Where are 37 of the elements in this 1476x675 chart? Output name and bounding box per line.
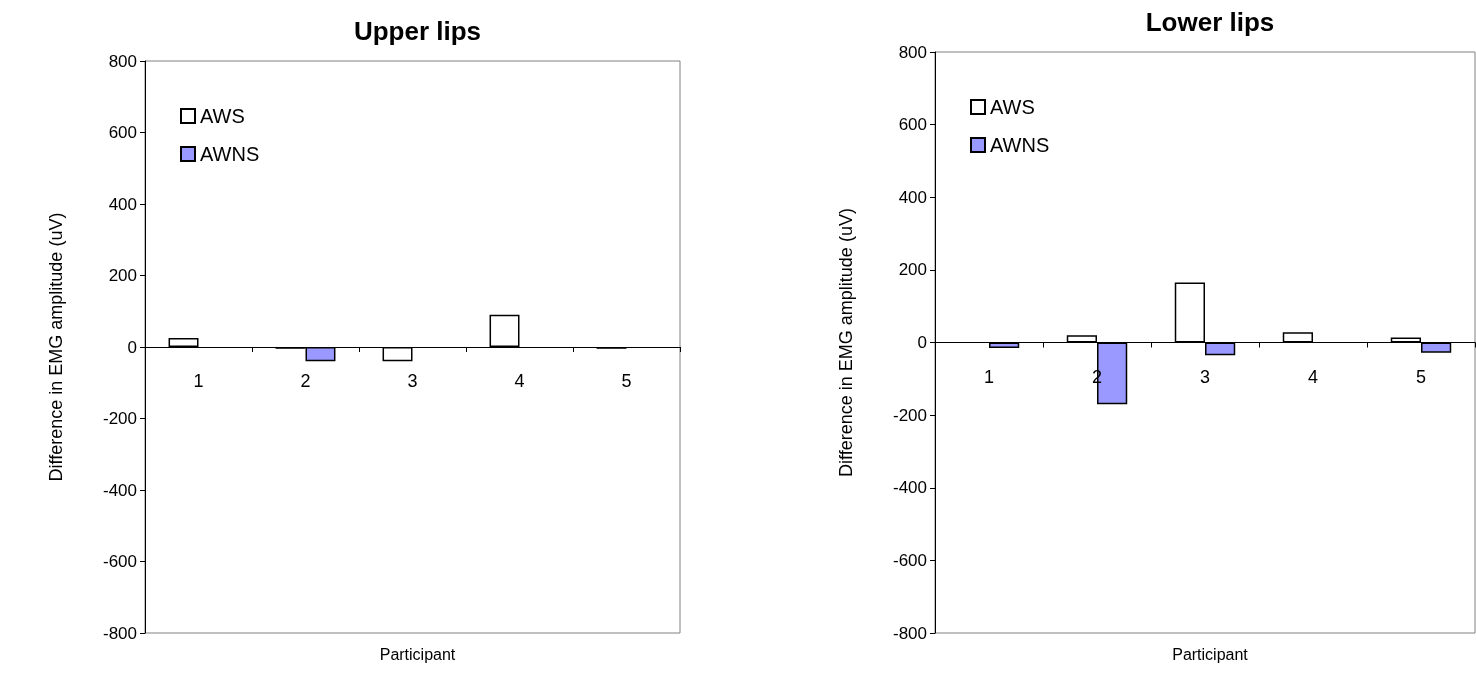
x-tick-label: 3: [1199, 366, 1211, 387]
legend-label: AWS: [990, 96, 1035, 118]
y-tick-label: -200: [102, 409, 137, 428]
y-tick-label: -800: [892, 623, 927, 643]
y-tick-label: -600: [102, 552, 137, 571]
x-tick-label: 2: [300, 371, 311, 391]
y-tick-label: -200: [892, 405, 927, 425]
y-tick-label: -600: [892, 550, 927, 570]
legend-label: AWNS: [200, 143, 260, 165]
x-tick-label: 5: [621, 371, 632, 391]
x-tick-label: 4: [1307, 366, 1319, 387]
y-tick-label: -400: [102, 480, 137, 500]
legend-label: AWS: [200, 105, 245, 127]
y-axis-title: Difference in EMG amplitude (uV): [46, 212, 66, 482]
chart-title: Upper lips: [353, 16, 482, 46]
x-tick-label: 5: [1415, 366, 1427, 387]
y-tick-label: 400: [898, 187, 927, 207]
y-tick-label: 400: [108, 194, 137, 214]
y-tick-label: 800: [108, 51, 137, 71]
y-tick-label: -400: [892, 478, 927, 498]
x-tick-label: 1: [193, 371, 204, 391]
y-tick-label: 600: [108, 123, 137, 142]
y-tick-label: 200: [898, 260, 927, 280]
x-axis-title: Participant: [379, 645, 456, 663]
chart-title: Lower lips: [1145, 7, 1275, 37]
x-tick-label: 4: [514, 371, 525, 391]
y-tick-label: 0: [127, 337, 137, 357]
x-axis-title: Participant: [1172, 645, 1249, 663]
y-tick-label: 600: [898, 115, 927, 135]
y-tick-label: -800: [102, 623, 137, 643]
y-tick-label: 800: [898, 42, 927, 62]
x-tick-label: 3: [407, 371, 418, 391]
y-tick-label: 0: [917, 333, 927, 352]
x-tick-label: 1: [983, 366, 995, 387]
y-tick-label: 200: [108, 266, 137, 285]
legend-label: AWNS: [990, 134, 1050, 156]
y-axis-title: Difference in EMG amplitude (uV): [836, 208, 856, 477]
